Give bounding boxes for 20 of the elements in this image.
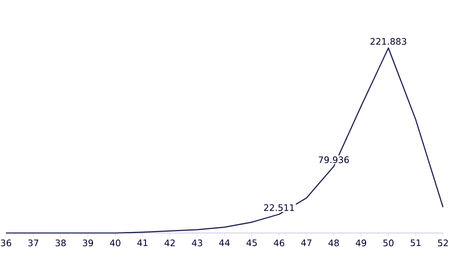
x-tick-label: 37 [28,240,38,246]
x-tick-label: 45 [246,240,257,246]
data-label: 79.936 [318,156,349,164]
x-tick-label: 40 [110,240,120,246]
x-tick-label: 41 [137,240,148,246]
x-tick-label: 48 [328,240,339,246]
x-tick-label: 38 [56,240,66,246]
x-tick-label: 52 [438,240,448,246]
x-tick-label: 39 [82,240,94,246]
data-label: 22.511 [264,204,294,212]
x-tick-label: 51 [410,240,421,246]
x-tick-label: 43 [192,240,202,246]
x-tick-label: 44 [219,240,230,246]
x-tick-label: 36 [0,240,12,246]
x-tick-label: 47 [301,240,312,246]
x-tick-label: 42 [164,240,175,246]
data-label: 221.883 [370,38,406,45]
x-tick-label: 49 [356,240,366,246]
x-tick-label: 50 [383,240,394,246]
x-tick-label: 46 [274,240,284,246]
